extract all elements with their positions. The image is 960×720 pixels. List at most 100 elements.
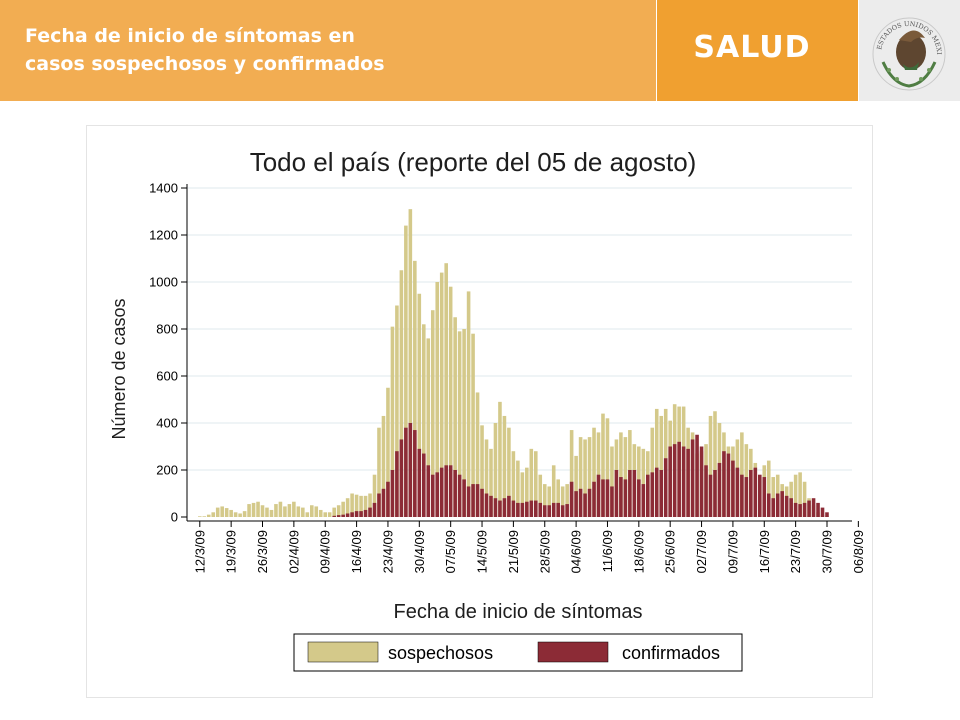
- bar-confirmados: [345, 513, 350, 517]
- bar-confirmados: [825, 512, 829, 517]
- seal-panel: ESTADOS UNIDOS MEXICANOS: [859, 0, 960, 101]
- bar-confirmados: [637, 479, 641, 517]
- bar-sospechosos: [377, 427, 381, 517]
- bar-sospechosos: [242, 511, 247, 517]
- bar-confirmados: [646, 474, 650, 517]
- bar-sospechosos: [542, 484, 547, 517]
- bar-sospechosos: [569, 430, 574, 517]
- bar-sospechosos: [327, 512, 332, 517]
- bar-sospechosos: [466, 291, 471, 517]
- bar-sospechosos: [641, 448, 646, 517]
- bar-sospechosos: [318, 509, 323, 517]
- bar-confirmados: [740, 474, 744, 517]
- bar-sospechosos: [534, 451, 538, 517]
- bar-confirmados: [480, 488, 484, 517]
- bar-sospechosos: [233, 512, 238, 517]
- bar-sospechosos: [399, 270, 404, 517]
- bar-sospechosos: [475, 392, 480, 517]
- bar-confirmados: [574, 491, 578, 517]
- bar-confirmados: [525, 501, 529, 517]
- bar-confirmados: [359, 511, 363, 517]
- y-tick-label: 1400: [149, 181, 178, 196]
- mexican-coat-of-arms-icon: ESTADOS UNIDOS MEXICANOS: [859, 0, 946, 91]
- bar-confirmados: [699, 446, 704, 517]
- bar-confirmados: [811, 498, 816, 517]
- bar-confirmados: [766, 493, 771, 517]
- y-tick-label: 1200: [149, 228, 178, 243]
- x-tick-label: 25/6/09: [663, 530, 678, 573]
- bar-sospechosos: [314, 506, 319, 517]
- x-tick-label: 18/6/09: [631, 530, 646, 573]
- bar-confirmados: [475, 484, 480, 517]
- slide-title-line-2: casos sospechosos y confirmados: [25, 53, 385, 75]
- bar-sospechosos: [601, 413, 605, 517]
- x-tick-label: 02/4/09: [286, 530, 301, 573]
- bar-confirmados: [404, 427, 408, 517]
- bar-sospechosos: [211, 512, 216, 517]
- x-tick-label: 16/7/09: [757, 530, 772, 573]
- bar-confirmados: [350, 512, 354, 517]
- bar-sospechosos: [345, 498, 350, 517]
- bar-sospechosos: [278, 501, 283, 517]
- bar-sospechosos: [610, 446, 614, 517]
- legend-swatch-confirmados: [537, 641, 609, 663]
- bar-sospechosos: [368, 493, 372, 517]
- x-tick-label: 12/3/09: [192, 530, 207, 573]
- bar-confirmados: [489, 495, 493, 517]
- bar-sospechosos: [206, 514, 211, 517]
- bar-confirmados: [632, 470, 637, 517]
- bar-sospechosos: [359, 495, 363, 517]
- bar-sospechosos: [202, 516, 207, 517]
- bar-sospechosos: [583, 439, 587, 517]
- bar-sospechosos: [525, 467, 529, 517]
- bar-confirmados: [735, 467, 740, 517]
- bar-confirmados: [668, 446, 672, 517]
- bar-sospechosos: [587, 437, 592, 517]
- bar-confirmados: [332, 515, 336, 517]
- bar-confirmados: [390, 470, 395, 517]
- x-tick-label: 11/6/09: [600, 530, 615, 572]
- bar-sospechosos: [435, 282, 440, 517]
- x-tick-label: 02/7/09: [694, 530, 709, 573]
- bar-confirmados: [623, 479, 628, 517]
- bar-sospechosos: [471, 333, 475, 517]
- bar-confirmados: [592, 481, 596, 517]
- slide-title: Fecha de inicio de síntomas en casos sos…: [25, 22, 385, 78]
- x-tick-label: 09/7/09: [725, 530, 740, 573]
- bar-sospechosos: [332, 507, 336, 517]
- bar-confirmados: [395, 451, 399, 517]
- bar-confirmados: [596, 474, 601, 517]
- bar-sospechosos: [350, 493, 354, 517]
- bar-confirmados: [654, 467, 659, 517]
- bar-confirmados: [538, 502, 543, 517]
- x-tick-label: 07/5/09: [443, 530, 458, 573]
- bar-confirmados: [650, 472, 655, 517]
- x-tick-label: 30/7/09: [819, 530, 834, 573]
- legend-label-confirmados: confirmados: [622, 643, 720, 663]
- y-axis-title: Número de casos: [109, 298, 129, 439]
- bar-confirmados: [520, 502, 525, 517]
- x-tick-label: 06/8/09: [851, 530, 866, 573]
- bar-confirmados: [471, 484, 475, 517]
- bar-confirmados: [663, 458, 668, 517]
- bar-confirmados: [605, 479, 610, 517]
- bar-confirmados: [534, 500, 538, 517]
- bar-sospechosos: [305, 512, 310, 517]
- bar-sospechosos: [238, 513, 242, 517]
- bar-sospechosos: [283, 506, 287, 517]
- bar-confirmados: [493, 498, 498, 517]
- bar-confirmados: [614, 470, 619, 517]
- bar-sospechosos: [224, 508, 229, 517]
- bar-confirmados: [439, 467, 444, 517]
- x-tick-label: 04/6/09: [569, 530, 584, 573]
- gridlines: [187, 187, 852, 471]
- bar-sospechosos: [417, 293, 422, 517]
- bar-sospechosos: [771, 477, 776, 517]
- bar-sospechosos: [363, 495, 368, 517]
- bar-sospechosos: [520, 472, 525, 517]
- brand-panel: SALUD: [657, 0, 858, 101]
- bar-sospechosos: [565, 484, 569, 517]
- legend: sospechosos confirmados: [293, 633, 743, 672]
- bar-sospechosos: [260, 505, 265, 517]
- bar-sospechosos: [453, 317, 457, 517]
